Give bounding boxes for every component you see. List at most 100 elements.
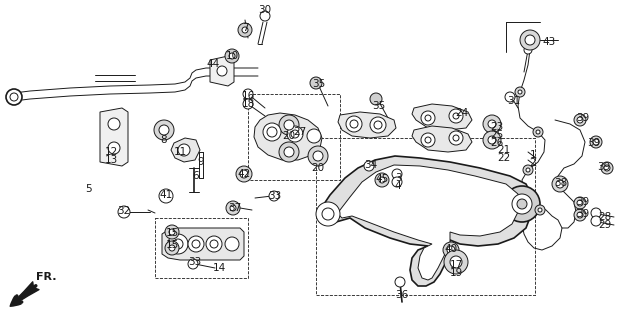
Text: 25: 25 xyxy=(490,130,503,140)
Text: 45: 45 xyxy=(376,174,389,184)
Text: 29: 29 xyxy=(598,220,611,230)
Text: 11: 11 xyxy=(174,147,187,157)
Circle shape xyxy=(364,161,374,171)
Circle shape xyxy=(370,117,386,133)
Text: 39: 39 xyxy=(598,162,611,172)
Circle shape xyxy=(230,205,236,211)
Circle shape xyxy=(108,118,120,130)
Circle shape xyxy=(577,212,583,218)
Circle shape xyxy=(536,130,540,134)
Circle shape xyxy=(574,209,586,221)
Text: 39: 39 xyxy=(576,197,589,207)
Circle shape xyxy=(395,277,405,287)
Text: 17: 17 xyxy=(450,260,463,270)
Circle shape xyxy=(525,35,535,45)
Circle shape xyxy=(425,137,431,143)
Text: 36: 36 xyxy=(396,290,409,300)
Text: 4: 4 xyxy=(394,181,401,191)
Text: 39: 39 xyxy=(576,113,589,123)
Text: 7: 7 xyxy=(241,23,248,33)
Polygon shape xyxy=(412,126,472,152)
Text: 30: 30 xyxy=(258,5,271,15)
Circle shape xyxy=(577,200,583,206)
Circle shape xyxy=(188,236,204,252)
Circle shape xyxy=(453,113,459,119)
Text: 38: 38 xyxy=(554,178,567,188)
Circle shape xyxy=(504,186,540,222)
Circle shape xyxy=(449,131,463,145)
Circle shape xyxy=(307,129,321,143)
Circle shape xyxy=(556,180,564,188)
Circle shape xyxy=(173,239,183,249)
Circle shape xyxy=(225,49,239,63)
Circle shape xyxy=(425,115,431,121)
Circle shape xyxy=(236,166,252,182)
Polygon shape xyxy=(320,156,532,286)
Text: 32: 32 xyxy=(117,206,130,216)
Text: 39: 39 xyxy=(576,209,589,219)
Circle shape xyxy=(316,202,340,226)
Text: 6: 6 xyxy=(192,171,199,181)
Circle shape xyxy=(505,92,515,102)
Circle shape xyxy=(374,121,382,129)
Circle shape xyxy=(284,147,294,157)
Text: 39: 39 xyxy=(587,138,601,148)
Text: 14: 14 xyxy=(213,263,226,273)
Text: 22: 22 xyxy=(497,153,510,163)
Circle shape xyxy=(267,127,277,137)
Circle shape xyxy=(225,237,239,251)
Text: 12: 12 xyxy=(104,147,118,157)
Circle shape xyxy=(322,208,334,220)
Circle shape xyxy=(379,177,385,183)
Text: 15: 15 xyxy=(166,240,179,250)
Circle shape xyxy=(518,90,522,94)
Circle shape xyxy=(159,125,169,135)
Text: 13: 13 xyxy=(104,155,118,165)
Circle shape xyxy=(240,170,248,178)
Circle shape xyxy=(392,177,402,187)
Circle shape xyxy=(520,30,540,50)
Circle shape xyxy=(601,162,613,174)
Polygon shape xyxy=(171,138,200,162)
Circle shape xyxy=(488,136,496,144)
Circle shape xyxy=(538,208,542,212)
Polygon shape xyxy=(100,108,128,166)
Text: 35: 35 xyxy=(372,101,386,111)
Polygon shape xyxy=(210,56,234,86)
Polygon shape xyxy=(338,112,396,138)
Circle shape xyxy=(421,111,435,125)
Circle shape xyxy=(210,240,218,248)
Circle shape xyxy=(206,236,222,252)
Circle shape xyxy=(350,120,358,128)
Text: 33: 33 xyxy=(188,257,202,267)
Circle shape xyxy=(604,165,610,171)
Text: 23: 23 xyxy=(490,122,503,132)
Circle shape xyxy=(590,136,602,148)
Circle shape xyxy=(291,130,299,138)
Circle shape xyxy=(269,191,279,201)
Circle shape xyxy=(229,53,235,59)
Circle shape xyxy=(169,229,175,235)
Circle shape xyxy=(243,89,253,99)
Circle shape xyxy=(449,109,463,123)
Text: FR.: FR. xyxy=(36,272,56,282)
Circle shape xyxy=(165,241,179,255)
Circle shape xyxy=(10,93,18,101)
Text: 5: 5 xyxy=(85,184,92,194)
Circle shape xyxy=(421,133,435,147)
Text: 43: 43 xyxy=(542,37,556,47)
Text: 35: 35 xyxy=(312,79,325,89)
Text: 34: 34 xyxy=(364,160,377,170)
Text: 42: 42 xyxy=(238,169,251,179)
Circle shape xyxy=(6,89,22,105)
Text: 8: 8 xyxy=(161,135,167,145)
Circle shape xyxy=(284,120,294,130)
Circle shape xyxy=(444,250,468,274)
Circle shape xyxy=(488,120,496,128)
Polygon shape xyxy=(162,228,244,260)
Text: 26: 26 xyxy=(490,138,503,148)
Circle shape xyxy=(238,23,252,37)
Circle shape xyxy=(260,11,270,21)
Circle shape xyxy=(375,173,389,187)
Circle shape xyxy=(533,127,543,137)
